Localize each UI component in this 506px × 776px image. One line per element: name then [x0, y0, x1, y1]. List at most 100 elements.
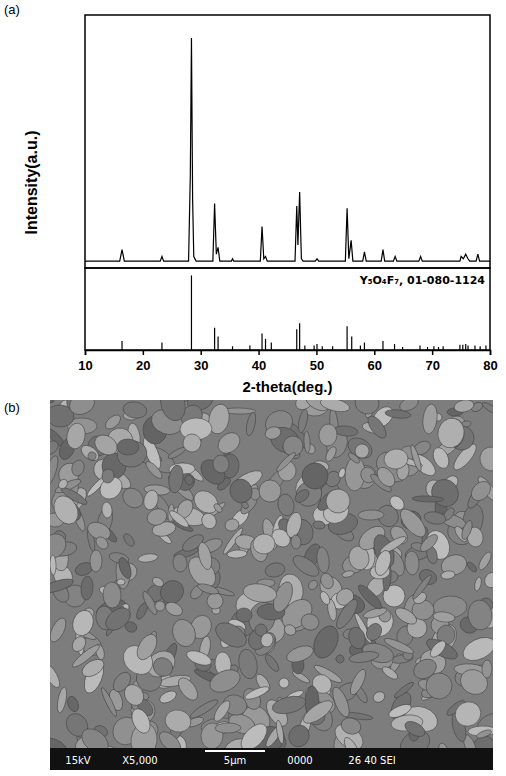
sem-grain — [481, 401, 493, 416]
sem-grain — [150, 654, 177, 680]
x-tick-label: 20 — [136, 358, 150, 373]
sem-image — [50, 400, 493, 770]
plot-frame — [85, 15, 490, 268]
sem-grain — [347, 451, 362, 465]
sem-grain — [275, 451, 298, 474]
x-tick-label: 40 — [252, 358, 266, 373]
sem-grain — [103, 412, 123, 431]
sem-grain — [227, 549, 248, 558]
reference-line — [332, 346, 333, 350]
sem-grain — [123, 620, 138, 634]
sem-grain — [402, 718, 427, 739]
xrd-pattern — [85, 38, 490, 261]
sem-grain — [142, 489, 161, 512]
sem-grain — [307, 579, 320, 592]
sem-grain — [184, 474, 195, 486]
x-tick-mark — [85, 350, 87, 355]
panel-label: (a) — [4, 2, 20, 17]
sem-grain — [172, 553, 188, 573]
sem-grain — [365, 413, 390, 441]
sem-grain — [404, 551, 419, 576]
reference-line — [438, 347, 439, 350]
sem-grain — [227, 476, 256, 506]
x-tick-label: 10 — [78, 358, 92, 373]
sem-grain — [80, 576, 94, 601]
sem-grain — [50, 400, 54, 403]
sem-grain — [303, 431, 310, 453]
sem-grain — [333, 596, 362, 631]
sem-grain — [206, 665, 243, 696]
sem-grain — [453, 400, 475, 414]
x-tick: 10 — [78, 350, 92, 373]
reference-line — [261, 334, 262, 350]
sem-grain — [355, 582, 384, 612]
reference-line — [214, 328, 215, 350]
x-tick-mark — [258, 350, 260, 355]
sem-grain — [387, 702, 413, 721]
x-tick-label: 80 — [483, 358, 497, 373]
x-tick-mark — [316, 350, 318, 355]
sem-grain — [50, 662, 63, 690]
sem-grain — [243, 684, 270, 702]
sem-grain — [66, 400, 98, 418]
sem-grain — [70, 459, 86, 478]
sem-grain — [358, 510, 384, 520]
reference-line — [402, 347, 403, 350]
sem-grain — [277, 676, 290, 689]
sem-grain — [122, 532, 137, 548]
sem-grain — [441, 570, 456, 580]
reference-line — [265, 339, 266, 350]
sem-grain — [245, 411, 258, 436]
sem-grain — [313, 520, 326, 530]
reference-line — [296, 329, 297, 350]
sem-grain — [50, 576, 75, 596]
sem-grain — [259, 632, 275, 649]
sem-grain — [271, 693, 308, 716]
reference-line — [322, 346, 323, 350]
x-tick-mark — [432, 350, 434, 355]
reference-line — [249, 346, 250, 350]
sem-grain — [169, 616, 200, 650]
reference-line — [360, 346, 361, 350]
sem-grain — [212, 502, 223, 513]
sem-grain — [290, 535, 301, 550]
sem-grain — [119, 484, 147, 512]
sem-grain — [346, 625, 368, 651]
sem-grain — [324, 445, 339, 463]
sem-grain — [275, 720, 285, 745]
figure: (a)Intensity(a.u.)Y₅O₄F₇, 01-080-1124102… — [0, 0, 506, 776]
sem-grain — [254, 475, 285, 506]
sem-grain — [341, 570, 354, 579]
sem-grain — [348, 650, 379, 665]
sem-grain — [477, 445, 493, 474]
sem-grain — [383, 447, 410, 470]
reference-line — [474, 346, 475, 350]
x-tick-label: 50 — [310, 358, 324, 373]
x-tick-label: 70 — [425, 358, 439, 373]
reference-line — [433, 346, 434, 350]
sem-grain — [167, 508, 191, 530]
sem-grain — [290, 552, 323, 581]
sem-grain — [282, 623, 297, 638]
sem-grain — [318, 571, 335, 590]
sem-grain — [344, 434, 376, 463]
sem-grain — [167, 464, 185, 494]
sem-grain — [363, 621, 384, 644]
sem-grain — [423, 510, 447, 526]
sem-grain — [371, 690, 386, 705]
reference-line — [459, 345, 460, 350]
sem-grain — [196, 582, 219, 596]
reference-line — [316, 344, 317, 350]
sem-grain — [224, 517, 241, 532]
sem-grain — [122, 400, 148, 420]
sem-grain — [300, 697, 336, 728]
reference-line — [382, 341, 383, 350]
reference-line — [191, 275, 192, 350]
reference-line — [121, 341, 122, 350]
x-tick: 40 — [252, 350, 266, 373]
sem-grain — [337, 467, 346, 478]
sem-grain — [101, 502, 113, 519]
sem-grain — [380, 664, 399, 681]
reference-line — [346, 326, 347, 350]
sem-grain — [430, 445, 452, 471]
